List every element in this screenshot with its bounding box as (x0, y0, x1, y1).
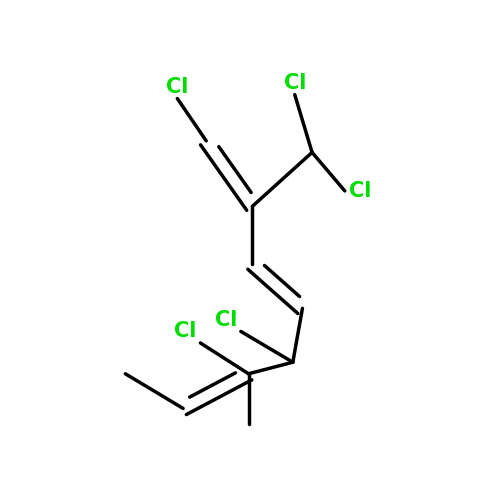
Text: Cl: Cl (166, 76, 188, 96)
Text: Cl: Cl (214, 310, 237, 330)
Text: Cl: Cl (284, 72, 306, 92)
Text: Cl: Cl (174, 321, 197, 341)
Text: Cl: Cl (348, 181, 371, 201)
